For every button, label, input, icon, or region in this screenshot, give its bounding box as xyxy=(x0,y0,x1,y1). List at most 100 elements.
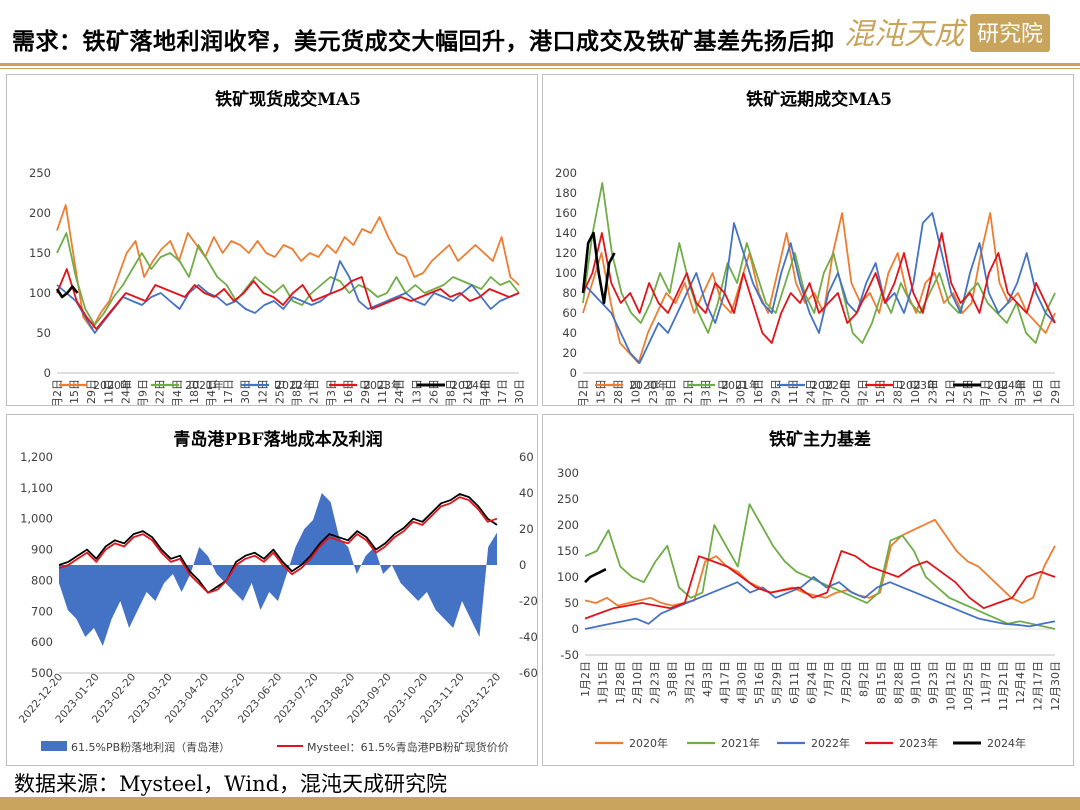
x-tick-label: 9月11日 xyxy=(376,379,389,405)
x-tick-label: 9月23日 xyxy=(927,379,940,405)
x-tick-label: 5月29日 xyxy=(769,379,782,405)
x-tick-label: 8月29日 xyxy=(359,379,372,405)
y-tick-label: 250 xyxy=(557,492,579,506)
legend-label: 2020年 xyxy=(629,378,668,392)
x-tick-label: 7月7日 xyxy=(823,661,836,697)
x-tick-label: 2月24日 xyxy=(119,379,132,405)
x-tick-label: 1月15日 xyxy=(594,379,607,405)
chart-qingdao: 青岛港PBF落地成本及利润5006007008009001,0001,1001,… xyxy=(17,429,537,754)
x-tick-label: 12月30日 xyxy=(513,379,526,405)
legend-label: 2021年 xyxy=(185,378,224,392)
x-tick-label: 6月24日 xyxy=(804,379,817,405)
legend-label: 2021年 xyxy=(721,378,760,392)
y-tick-label: 1,000 xyxy=(20,512,53,526)
y2-tick-label: 0 xyxy=(519,558,526,572)
y-tick-label: 20 xyxy=(562,346,577,360)
x-tick-label: 8月28日 xyxy=(892,661,905,704)
x-tick-label: 5月30日 xyxy=(239,379,252,405)
page-title: 需求：铁矿落地利润收窄，美元货成交大幅回升，港口成交及铁矿基差先扬后抑 xyxy=(12,22,835,56)
y-tick-label: 0 xyxy=(44,366,51,380)
x-tick-label: 12月17日 xyxy=(496,379,509,405)
legend-label: 2022年 xyxy=(811,736,850,750)
y-tick-label: -50 xyxy=(560,648,579,662)
x-tick-label: 3月8日 xyxy=(666,661,679,697)
x-tick-label: 9月10日 xyxy=(910,661,923,704)
series-line-y2022 xyxy=(582,212,1056,364)
y-tick-label: 0 xyxy=(572,622,579,636)
y2-tick-label: -60 xyxy=(519,666,537,680)
legend-label: 2022年 xyxy=(811,378,850,392)
x-tick-label: 11月20日 xyxy=(997,379,1010,405)
series-line-cost xyxy=(58,496,498,594)
y-tick-label: 100 xyxy=(29,286,51,300)
x-tick-label: 4月17日 xyxy=(718,661,731,704)
logo-subtext: 研究院 xyxy=(977,22,1043,47)
y-tick-label: 1,100 xyxy=(20,481,53,495)
x-tick-label: 6月11日 xyxy=(787,379,800,405)
chart-title: 铁矿现货成交MA5 xyxy=(215,89,361,110)
series-line-y2020 xyxy=(582,212,1056,364)
x-tick-label: 9月23日 xyxy=(927,661,940,704)
x-tick-label: 5月29日 xyxy=(770,661,783,704)
y-tick-label: 160 xyxy=(555,206,577,220)
y-tick-label: 180 xyxy=(555,186,577,200)
y-tick-label: 50 xyxy=(564,596,579,610)
y-tick-label: 200 xyxy=(29,206,51,220)
x-tick-label: 1月15日 xyxy=(596,661,609,704)
x-tick-label: 3月22日 xyxy=(154,379,167,405)
x-tick-label: 6月11日 xyxy=(788,661,801,704)
x-tick-label: 3月8日 xyxy=(664,379,677,405)
legend-label: 2021年 xyxy=(721,736,760,750)
legend-label: 2024年 xyxy=(451,378,490,392)
y-tick-label: 700 xyxy=(31,604,53,618)
footer-source: 数据来源：Mysteel，Wind，混沌天成研究院 xyxy=(14,772,448,796)
header-rule-thin xyxy=(0,68,1080,69)
x-tick-label: 12月4日 xyxy=(479,379,492,405)
x-tick-label: 5月17日 xyxy=(222,379,235,405)
x-tick-label: 1月28日 xyxy=(612,379,625,405)
x-tick-label: 6月24日 xyxy=(805,661,818,704)
x-tick-label: 9月10日 xyxy=(909,379,922,405)
series-line-price xyxy=(58,493,498,594)
y2-tick-label: -20 xyxy=(519,594,537,608)
series-line-y2024 xyxy=(581,231,616,305)
x-tick-label: 12月4日 xyxy=(1014,661,1027,704)
x-tick-label: 7月8日 xyxy=(291,379,304,405)
legend-label: 2020年 xyxy=(629,736,668,750)
logo-text: 混沌天成 xyxy=(844,17,968,52)
y-tick-label: 150 xyxy=(557,544,579,558)
series-line-y2023 xyxy=(582,232,1056,344)
y-tick-label: 200 xyxy=(557,518,579,532)
x-tick-label: 1月15日 xyxy=(68,379,81,405)
x-tick-label: 2月10日 xyxy=(629,379,642,405)
x-tick-label: 10月12日 xyxy=(944,379,957,405)
y-tick-label: 120 xyxy=(555,246,577,260)
chart-title: 青岛港PBF落地成本及利润 xyxy=(173,429,382,450)
header: 需求：铁矿落地利润收窄，美元货成交大幅回升，港口成交及铁矿基差先扬后抑 混沌天成… xyxy=(0,0,1080,66)
y2-tick-label: -40 xyxy=(519,630,537,644)
y-tick-label: 40 xyxy=(562,326,577,340)
chart-title: 铁矿远期成交MA5 xyxy=(746,89,892,110)
x-tick-label: 8月3日 xyxy=(325,379,338,405)
chart-forward: 铁矿远期成交MA5 0 20 40 60 80 100 120 140 160 180 200 1月2日… xyxy=(555,89,1062,405)
x-tick-label: 1月29日 xyxy=(85,379,98,405)
legend-label: 2023年 xyxy=(899,378,938,392)
series-line-y2024 xyxy=(584,568,607,584)
x-tick-label: 4月18日 xyxy=(188,379,201,405)
y-tick-label: 80 xyxy=(562,286,577,300)
series-line-y2022 xyxy=(56,260,520,334)
x-tick-label: 11月7日 xyxy=(979,379,992,405)
x-tick-label: 4月30日 xyxy=(734,379,747,405)
y-tick-label: 50 xyxy=(36,326,51,340)
x-tick-label: 8月2日 xyxy=(857,379,870,405)
y-tick-label: 250 xyxy=(29,166,51,180)
x-tick-label: 7月20日 xyxy=(839,379,852,405)
y-tick-label: 600 xyxy=(31,635,53,649)
legend-label: 2023年 xyxy=(899,736,938,750)
x-tick-label: 7月7日 xyxy=(822,379,835,405)
x-tick-label: 10月26日 xyxy=(427,379,440,405)
y-tick-label: 100 xyxy=(555,266,577,280)
x-tick-label: 11月8日 xyxy=(445,379,458,405)
x-tick-label: 7月21日 xyxy=(308,379,321,405)
y-tick-label: 900 xyxy=(31,543,53,557)
